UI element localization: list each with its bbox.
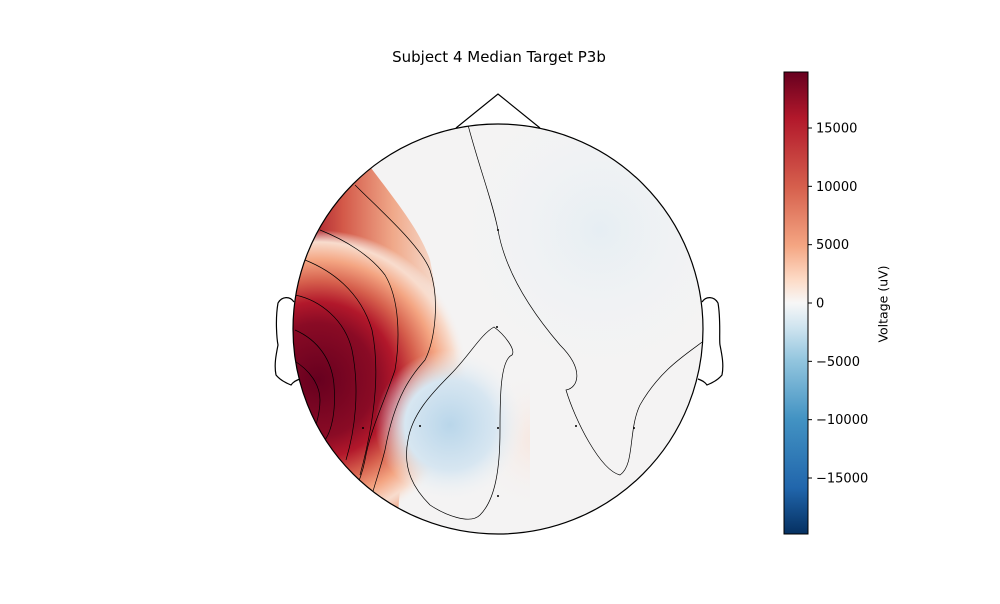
colorbar-gradient [783,71,809,535]
chart-title: Subject 4 Median Target P3b [392,48,606,66]
sensor-points [362,229,635,497]
scalp-field [293,124,703,534]
colorbar-tick-label: −10000 [816,413,868,428]
colorbar-tick-label: −15000 [816,472,868,487]
colorbar-ticks: −15000 −10000 −5000 0 5000 10000 15000 [808,122,868,487]
colorbar-tick-label: 10000 [816,180,857,195]
colorbar-tick-label: 15000 [816,122,857,137]
colorbar-tick-label: 0 [816,297,824,312]
right-ear-outline [697,297,724,386]
colorbar-tick-label: 5000 [816,238,849,253]
colorbar-tick-label: −5000 [816,355,860,370]
head-outline [274,93,724,535]
left-ear-outline [274,297,301,386]
nose-outline [455,93,541,129]
colorbar: −15000 −10000 −5000 0 5000 10000 15000 [783,71,868,535]
colorbar-label: Voltage (uV) [875,265,891,343]
